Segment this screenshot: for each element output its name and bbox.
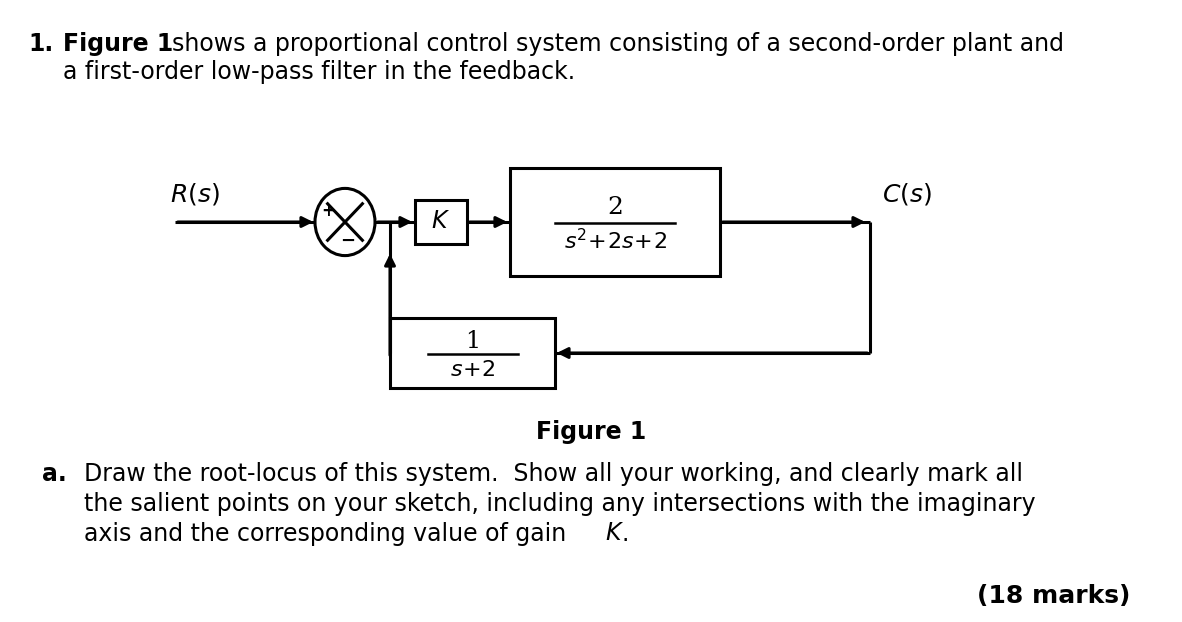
- Bar: [509, 168, 720, 276]
- Text: (18 marks): (18 marks): [976, 584, 1130, 608]
- Text: shows a proportional control system consisting of a second-order plant and: shows a proportional control system cons…: [173, 32, 1064, 56]
- Text: −: −: [340, 231, 356, 249]
- Text: Figure 1: Figure 1: [63, 32, 174, 56]
- Bar: [390, 318, 556, 388]
- Text: 1.: 1.: [28, 32, 53, 56]
- Text: axis and the corresponding value of gain: axis and the corresponding value of gain: [84, 522, 573, 546]
- Text: 2: 2: [608, 197, 623, 220]
- Text: the salient points on your sketch, including any intersections with the imaginar: the salient points on your sketch, inclu…: [84, 492, 1035, 516]
- Text: $\mathit{C}(s)$: $\mathit{C}(s)$: [882, 181, 931, 207]
- Text: $\mathit{R}(s)$: $\mathit{R}(s)$: [170, 181, 220, 207]
- Bar: [415, 200, 467, 244]
- Text: +: +: [322, 202, 336, 220]
- Text: $s\!+\!2$: $s\!+\!2$: [449, 359, 495, 381]
- Text: a first-order low-pass filter in the feedback.: a first-order low-pass filter in the fee…: [63, 60, 576, 84]
- Text: .: .: [621, 522, 629, 546]
- Text: a.: a.: [43, 462, 66, 486]
- Text: Draw the root-locus of this system.  Show all your working, and clearly mark all: Draw the root-locus of this system. Show…: [84, 462, 1022, 486]
- Text: $K$: $K$: [605, 522, 624, 545]
- Text: $s^2\!+\!2s\!+\!2$: $s^2\!+\!2s\!+\!2$: [564, 230, 667, 254]
- Text: Figure 1: Figure 1: [535, 420, 647, 444]
- Text: 1: 1: [465, 330, 480, 353]
- Text: $K$: $K$: [431, 210, 450, 233]
